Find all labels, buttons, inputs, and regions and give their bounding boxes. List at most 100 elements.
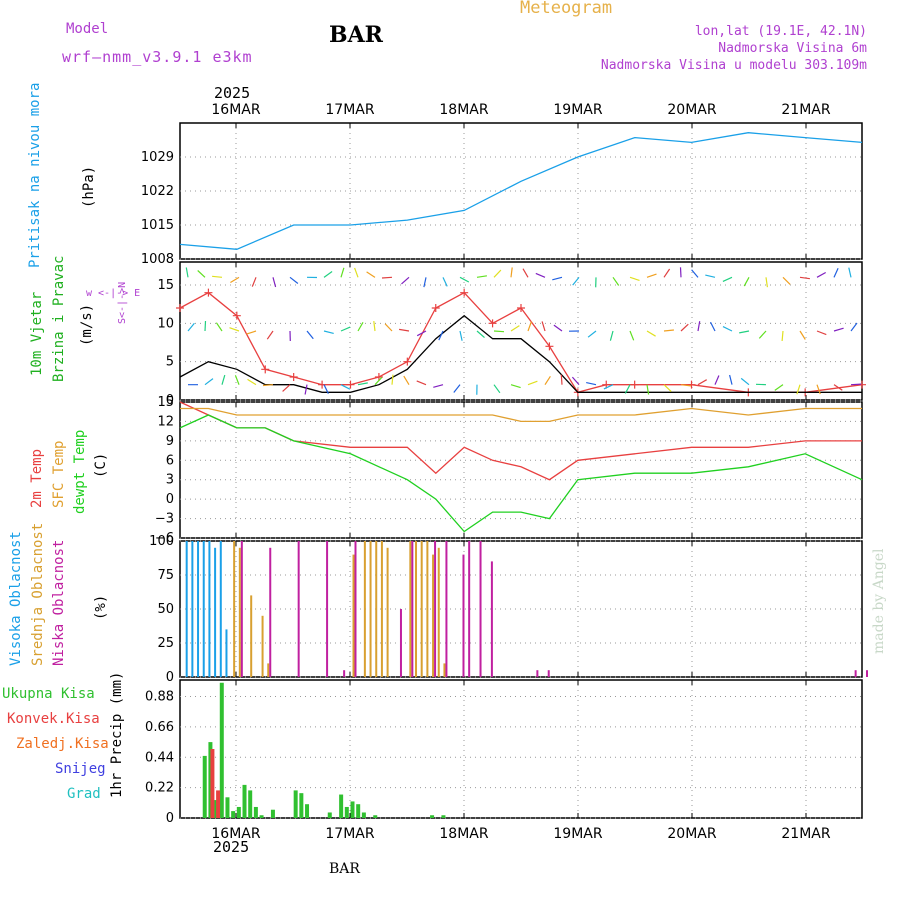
- wind-arrow: [204, 378, 214, 386]
- wind-arrow: [282, 384, 291, 392]
- wind-arrow: [433, 384, 444, 388]
- bar-srednja-oblacnost: [409, 541, 412, 677]
- precip-conv-legend: Konvek.Kisa: [7, 711, 100, 727]
- y-tick-label: 9: [166, 434, 174, 449]
- wind-arrow: [816, 330, 827, 336]
- bar-ukupna-kisa: [430, 815, 435, 818]
- date-label-top: 19MAR: [553, 102, 602, 118]
- wind-arrow: [399, 328, 410, 332]
- wind-arrow: [663, 329, 674, 332]
- wind-arrow: [646, 384, 650, 395]
- wind-arrow: [304, 384, 308, 395]
- bar-ukupna-kisa: [361, 812, 366, 818]
- bar-visoka-oblacnost: [208, 541, 211, 677]
- wind-arrow: [401, 276, 410, 285]
- bar-srednja-oblacnost: [369, 541, 372, 677]
- bar-niska-oblacnost: [343, 670, 346, 677]
- wind-arrow: [544, 375, 551, 385]
- lonlat: lon,lat (19.1E, 42.1N): [694, 24, 867, 39]
- date-label-top: 21MAR: [781, 102, 830, 118]
- wind-arrow: [187, 322, 195, 332]
- date-label-top: 20MAR: [667, 102, 716, 118]
- bar-niska-oblacnost: [269, 547, 272, 677]
- bar-srednja-oblacnost: [420, 541, 423, 677]
- precip-frz-legend: Zaledj.Kisa: [16, 736, 109, 752]
- y-tick-label: 1008: [141, 252, 174, 267]
- bar-srednja-oblacnost: [267, 663, 270, 677]
- elevation: Nadmorska Visina 6m: [718, 41, 867, 56]
- bar-niska-oblacnost: [468, 541, 471, 677]
- wind-arrow: [416, 380, 427, 386]
- wind-arrow: [552, 276, 563, 281]
- y-tick-label: 3: [166, 473, 174, 488]
- precip-hail-legend: Grad: [67, 786, 101, 802]
- bar-srednja-oblacnost: [443, 663, 446, 677]
- bar-niska-oblacnost: [326, 541, 329, 677]
- bar-srednja-oblacnost: [432, 554, 435, 677]
- wind-arrow: [354, 267, 359, 278]
- wind-arrow: [340, 326, 351, 332]
- series-line-speed: [179, 314, 862, 393]
- wind-arrow: [629, 276, 640, 281]
- y-tick-label: 0.22: [145, 781, 174, 796]
- wind-arrow: [612, 276, 620, 286]
- bar-ukupna-kisa: [339, 794, 344, 818]
- wind-arrow: [493, 330, 505, 333]
- wind-arrow: [714, 375, 720, 385]
- bar-ukupna-kisa: [305, 804, 310, 818]
- gust-marker: [687, 380, 696, 389]
- wind-arrow: [384, 323, 393, 332]
- gust-marker: [232, 311, 241, 320]
- year-top: 2025: [214, 84, 251, 102]
- bar-ukupna-kisa: [248, 790, 253, 818]
- gust-marker: [545, 342, 554, 351]
- wind-arrow: [705, 274, 716, 278]
- y-tick-label: −3: [155, 512, 174, 527]
- bar-srednja-oblacnost: [261, 615, 264, 677]
- wind-arrow: [215, 322, 223, 332]
- bar-niska-oblacnost: [479, 541, 482, 677]
- wind-arrow: [833, 267, 839, 278]
- wind-arrow: [204, 320, 207, 332]
- y-tick-label: 0: [166, 492, 174, 507]
- precip-total-legend: Ukupna Kisa: [2, 686, 95, 702]
- y-tick-label: 1022: [141, 184, 174, 199]
- wind-arrow: [572, 276, 580, 286]
- y-tick-label: 1029: [141, 150, 174, 165]
- wind-arrow: [366, 271, 376, 278]
- wind-arrow: [185, 267, 189, 278]
- precip-snow-legend: Snijeg: [55, 761, 106, 777]
- y-tick-label: 100: [149, 534, 174, 549]
- wind-arrow: [230, 276, 240, 284]
- bar-srednja-oblacnost: [238, 547, 241, 677]
- wind-arrow: [442, 277, 448, 287]
- wind-arrow: [221, 374, 226, 385]
- bar-niska-oblacnost: [399, 609, 402, 677]
- bar-visoka-oblacnost: [202, 541, 205, 677]
- wind-arrow: [816, 271, 826, 278]
- wind-arrow: [340, 384, 351, 390]
- wind-arrow: [438, 330, 444, 341]
- bar-konvekkisa: [216, 790, 221, 818]
- bar-niska-oblacnost: [297, 541, 300, 677]
- wind-arrow: [272, 277, 277, 288]
- wind-arrow: [403, 375, 410, 385]
- wind-arrow: [739, 330, 750, 334]
- wind-arrow: [782, 276, 791, 285]
- bar-ukupna-kisa: [219, 682, 224, 818]
- app-title: Meteogram: [520, 0, 613, 18]
- bar-visoka-oblacnost: [185, 541, 188, 677]
- wind-arrow: [251, 277, 257, 287]
- wind-arrow: [357, 322, 364, 332]
- bar-srednja-oblacnost: [233, 541, 236, 677]
- bar-ukupna-kisa: [344, 806, 349, 818]
- date-label-bottom: 20MAR: [667, 826, 716, 842]
- wind-arrow: [774, 384, 784, 391]
- bar-srednja-oblacnost: [250, 595, 253, 677]
- gust-marker: [176, 304, 184, 312]
- bar-niska-oblacnost: [547, 670, 550, 677]
- wind-arrow: [229, 327, 240, 332]
- gust-marker: [289, 373, 298, 381]
